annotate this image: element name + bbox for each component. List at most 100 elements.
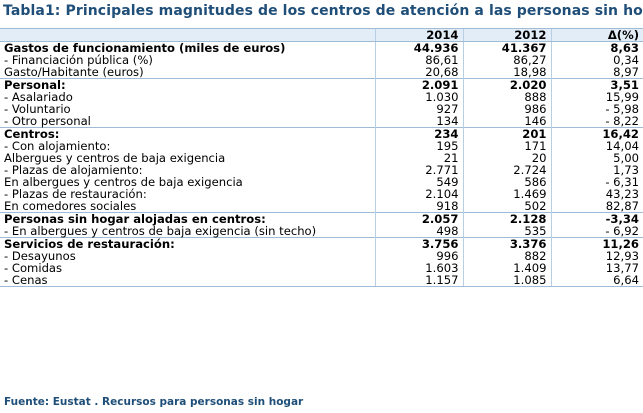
section-row: Centros: 234 201 16,42 [0, 127, 643, 140]
row-label: - En albergues y centros de baja exigenc… [4, 224, 317, 238]
value-2014: 1.603 [374, 262, 463, 274]
value-delta: - 6,92 [550, 225, 643, 238]
value-2012: 586 [462, 176, 551, 188]
row-label: Gastos de funcionamiento (miles de euros… [4, 41, 286, 55]
value-2014: 1.157 [374, 274, 463, 287]
data-table: 2014 2012 Δ(%) Gastos de funcionamiento … [0, 28, 643, 287]
header-label-cell [0, 28, 375, 42]
value-2012: 2.724 [462, 164, 551, 176]
row-label: - Desayunos [4, 249, 76, 263]
value-2014: 2.104 [374, 188, 463, 200]
table-row: - Comidas 1.603 1.409 13,77 [0, 262, 643, 274]
value-delta: 14,04 [550, 140, 643, 152]
row-label: - Plazas de restauración: [4, 187, 147, 201]
section-row: Gastos de funcionamiento (miles de euros… [0, 41, 643, 55]
table-row: - Desayunos 996 882 12,93 [0, 250, 643, 262]
row-label: - Asalariado [4, 90, 73, 104]
value-2012: 20 [462, 152, 551, 164]
source-note: Fuente: Eustat . Recursos para personas … [4, 396, 304, 408]
row-label: Centros: [0, 127, 375, 140]
value-delta: - 8,22 [550, 115, 643, 128]
value-2014: 549 [374, 176, 463, 188]
value-2012: 986 [462, 103, 551, 115]
value-2012: 171 [462, 140, 551, 152]
value-2014: 134 [374, 115, 463, 128]
table-row: - Plazas de restauración: 2.104 1.469 43,23 [0, 188, 643, 200]
value-delta: 8,63 [550, 41, 643, 54]
value-delta: 1,73 [550, 164, 643, 176]
value-2014: 21 [374, 152, 463, 164]
table-row: Albergues y centros de baja exigencia 21 2… [0, 152, 643, 164]
row-label: - Voluntario [4, 102, 71, 116]
table-row: - Cenas 1.157 1.085 6,64 [0, 274, 643, 287]
header-row: 2014 2012 Δ(%) [0, 28, 643, 42]
value-2014: 195 [374, 140, 463, 152]
value-2014: 996 [374, 250, 463, 262]
value-2012: 1.469 [462, 188, 551, 200]
row-label: - Comidas [4, 261, 63, 275]
row-label: Personal: [0, 78, 375, 91]
table-row: En albergues y centros de baja exigencia… [0, 176, 643, 188]
section-row: Servicios de restauración: 3.756 3.376 11,2… [0, 237, 643, 250]
header-delta: Δ(%) [550, 28, 643, 42]
table-row: - Asalariado 1.030 888 15,99 [0, 91, 643, 103]
value-2012: 888 [462, 91, 551, 103]
value-delta: 6,64 [550, 274, 643, 287]
value-2014: 2.091 [374, 78, 463, 91]
section-row: Personas sin hogar alojadas en centros: 2… [0, 212, 643, 225]
row-label: - Con alojamiento: [4, 139, 111, 153]
row-label: Albergues y centros de baja exigencia [4, 151, 226, 165]
value-2012: 18,98 [462, 66, 551, 79]
row-label: Personas sin hogar alojadas en centros: [0, 212, 375, 225]
table-row: - Otro personal 134 146- 8,22 [0, 115, 643, 128]
value-2014: 234 [374, 127, 463, 140]
value-delta: -3,34 [550, 212, 643, 225]
row-label: - Financiación pública (%) [4, 53, 153, 67]
value-delta: 12,93 [550, 250, 643, 262]
section-row: Personal: 2.091 2.020 3,51 [0, 78, 643, 91]
value-delta: 0,34 [550, 54, 643, 66]
value-delta: - 5,98 [550, 103, 643, 115]
table-row: - Plazas de alojamiento: 2.771 2.724 1,73 [0, 164, 643, 176]
value-2012: 502 [462, 200, 551, 213]
table-row: - Voluntario 927 986- 5,98 [0, 103, 643, 115]
value-2014: 498 [374, 225, 463, 238]
value-2012: 2.020 [462, 78, 551, 91]
table-row: Gasto/Habitante (euros) 20,68 18,98 8,97 [0, 66, 643, 79]
value-delta: 11,26 [550, 237, 643, 250]
row-label: Servicios de restauración: [0, 237, 375, 250]
table-row: En comedores sociales 918 502 82,87 [0, 200, 643, 213]
value-2012: 1.085 [462, 274, 551, 287]
value-2012: 535 [462, 225, 551, 238]
value-delta: 16,42 [550, 127, 643, 140]
value-delta: 8,97 [550, 66, 643, 79]
value-delta: 82,87 [550, 200, 643, 213]
value-2014: 1.030 [374, 91, 463, 103]
value-delta: 43,23 [550, 188, 643, 200]
value-delta: 15,99 [550, 91, 643, 103]
value-2012: 3.376 [462, 237, 551, 250]
value-2014: 2.771 [374, 164, 463, 176]
row-label: Gasto/Habitante (euros) [4, 65, 144, 79]
row-label: - Otro personal [4, 114, 91, 128]
value-2012: 86,27 [462, 54, 551, 66]
header-2014: 2014 [374, 28, 463, 42]
table-row: - En albergues y centros de baja exigenc… [0, 225, 643, 238]
value-2012: 41.367 [462, 41, 551, 54]
table-row: - Con alojamiento: 195 171 14,04 [0, 140, 643, 152]
value-2014: 86,61 [374, 54, 463, 66]
value-2014: 2.057 [374, 212, 463, 225]
row-label: En comedores sociales [4, 199, 137, 213]
header-2012: 2012 [462, 28, 551, 42]
value-2012: 146 [462, 115, 551, 128]
value-2014: 3.756 [374, 237, 463, 250]
row-label: - Cenas [0, 274, 375, 287]
value-2014: 927 [374, 103, 463, 115]
value-2014: 44.936 [374, 41, 463, 54]
value-2012: 1.409 [462, 262, 551, 274]
value-delta: 13,77 [550, 262, 643, 274]
table-title: Tabla1: Principales magnitudes de los ce… [3, 3, 643, 19]
value-2014: 918 [374, 200, 463, 213]
row-label: En albergues y centros de baja exigencia [4, 175, 243, 189]
value-2014: 20,68 [374, 66, 463, 79]
